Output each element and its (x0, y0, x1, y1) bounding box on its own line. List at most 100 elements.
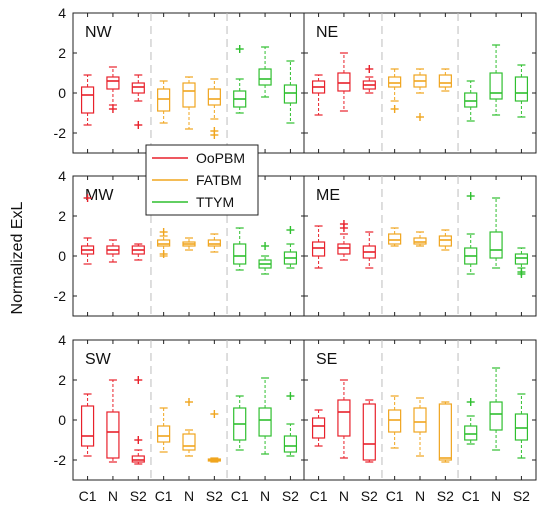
x-tick-label: S2 (282, 488, 299, 504)
y-axis-label: Normalized ExL (9, 201, 26, 314)
box-body (283, 84, 298, 104)
box-fatbm-s2 (207, 410, 221, 463)
box-body (514, 76, 529, 102)
box-body (106, 76, 120, 90)
x-tick-label: N (339, 488, 349, 504)
box-fatbm-c1 (157, 407, 171, 453)
y-tick-label: 0 (58, 85, 66, 101)
box-fatbm-s2 (438, 229, 452, 251)
box-ttym-s2 (283, 226, 298, 269)
box-ttym-n (489, 44, 503, 116)
x-tick-label: C1 (155, 488, 173, 504)
box-oopbm-n (337, 379, 351, 459)
outlier-marker (416, 113, 424, 121)
box-fatbm-n (182, 237, 196, 251)
box-body (258, 407, 272, 437)
box-body (489, 231, 503, 259)
box-oopbm-c1 (80, 194, 95, 265)
outlier-marker (83, 194, 92, 202)
box-oopbm-c1 (80, 74, 95, 126)
x-tick-label: S2 (437, 488, 454, 504)
outlier-marker (210, 131, 219, 139)
box-oopbm-n (106, 239, 120, 263)
box-body (337, 72, 351, 92)
x-tick-label: N (415, 488, 425, 504)
outlier-marker (185, 398, 193, 406)
x-tick-label: S2 (513, 488, 530, 504)
box-oopbm-c1 (311, 225, 326, 269)
box-body (388, 409, 402, 433)
box-fatbm-s2 (438, 68, 452, 92)
outlier-marker (235, 45, 244, 53)
box-ttym-c1 (233, 227, 247, 271)
box-ttym-s2 (514, 64, 529, 118)
box-ttym-s2 (283, 392, 298, 457)
box-ttym-c1 (233, 395, 247, 451)
box-fatbm-n (413, 231, 427, 247)
box-oopbm-s2 (131, 376, 145, 465)
panel-nw: -2 0 2 4 NW (54, 5, 306, 154)
outlier-marker (286, 226, 295, 234)
box-ttym-n (258, 242, 272, 275)
box-fatbm-n (413, 397, 427, 457)
box-body (413, 407, 427, 433)
y-tick-label: -2 (54, 288, 67, 304)
panel-se: C1 N S2 C1 N S2 C1 N S2 SE (303, 339, 537, 504)
panels-layer: -2 0 2 4 NW NE -2 0 2 4 MW ME -2 0 2 4 C1 N S2 C1 N S2 C1 N S2 SW… (54, 5, 537, 504)
box-body (438, 235, 452, 247)
box-body (182, 82, 196, 108)
outlier-marker (134, 376, 143, 384)
box-fatbm-c1 (388, 395, 402, 449)
x-tick-label: S2 (361, 488, 378, 504)
box-ttym-c1 (233, 45, 247, 114)
box-oopbm-s2 (131, 74, 145, 129)
box-ttym-n (258, 46, 272, 98)
box-body (388, 233, 402, 245)
panel-mw: -2 0 2 4 MW (54, 168, 306, 317)
legend-label-oopbm: OoPBM (196, 150, 245, 166)
outlier-marker (466, 192, 475, 200)
box-oopbm-n (337, 52, 351, 112)
box-ttym-n (489, 197, 503, 269)
box-body (131, 82, 145, 94)
box-oopbm-s2 (362, 399, 376, 463)
box-fatbm-n (413, 68, 427, 121)
panel-title: SW (85, 351, 112, 368)
panel-title: NE (316, 24, 338, 41)
y-tick-label: -2 (54, 452, 67, 468)
x-tick-label: S2 (130, 488, 147, 504)
box-body (311, 241, 326, 257)
outlier-marker (286, 392, 295, 400)
x-tick-label: C1 (462, 488, 480, 504)
outlier-marker (134, 436, 143, 444)
box-fatbm-s2 (207, 78, 221, 139)
box-ttym-c1 (464, 398, 478, 445)
x-tick-label: C1 (79, 488, 97, 504)
legend: OoPBM FATBM TTYM (145, 144, 259, 216)
y-tick-label: 4 (58, 332, 66, 348)
outlier-marker (261, 242, 270, 250)
box-oopbm-c1 (311, 74, 326, 116)
x-tick-label: N (108, 488, 118, 504)
box-fatbm-c1 (157, 228, 171, 258)
box-body (489, 401, 503, 431)
box-body (337, 243, 351, 255)
panel-ne: NE (303, 12, 537, 154)
box-body (207, 239, 221, 247)
y-tick-label: 2 (58, 45, 66, 61)
box-fatbm-n (182, 398, 196, 457)
box-ttym-c1 (464, 192, 478, 275)
y-tick-label: 0 (58, 248, 66, 264)
box-body (388, 76, 402, 88)
y-tick-label: -2 (54, 125, 67, 141)
box-body (233, 243, 247, 265)
box-fatbm-s2 (438, 401, 452, 463)
box-body (438, 403, 452, 461)
panel-title: ME (316, 187, 340, 204)
box-body (131, 455, 145, 463)
box-body (80, 86, 95, 114)
outlier-marker (108, 105, 117, 113)
box-body (80, 405, 95, 447)
